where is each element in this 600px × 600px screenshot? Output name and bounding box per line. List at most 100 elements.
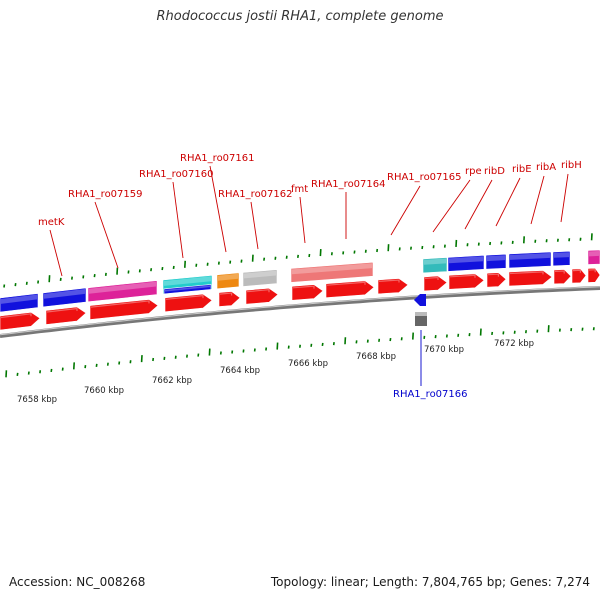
scale-label-7666: 7666 kbp (288, 359, 328, 369)
cds-arrow-gloss (424, 276, 439, 280)
gene-box-strip-gloss (165, 285, 210, 292)
topology-summary: Topology: linear; Length: 7,804,765 bp; … (270, 575, 590, 589)
reverse-gray-gene-gloss (415, 312, 427, 316)
scale-label-7662: 7662 kbp (152, 376, 192, 386)
reverse-blue-gene (414, 294, 426, 306)
cds-arrow-gloss (246, 289, 270, 293)
gene-box-gloss (218, 273, 238, 281)
scale-label-7670: 7670 kbp (424, 345, 464, 355)
cds-arrow (0, 311, 41, 331)
gene-box (0, 293, 39, 313)
cds-arrow-gloss (487, 273, 499, 277)
backbone-line (0, 286, 600, 338)
cds-arrow (448, 273, 485, 290)
scale-label-7660: 7660 kbp (84, 386, 124, 396)
accession-text: Accession: NC_008268 (9, 575, 146, 589)
cds-arrow (164, 293, 213, 313)
cds-arrow (423, 275, 448, 292)
leader-line (495, 177, 521, 227)
cds-arrow-gloss (46, 307, 78, 313)
gene-box-gloss (244, 270, 276, 279)
cds-arrow (377, 278, 409, 295)
cds-arrow-gloss (326, 281, 366, 286)
leader-line (209, 165, 227, 253)
cds-arrow-gloss (0, 313, 32, 319)
scale-label-7664: 7664 kbp (220, 366, 260, 376)
leader-line (390, 185, 421, 236)
gene-box (87, 280, 158, 303)
gene-label-ribH[interactable]: ribH (561, 160, 582, 171)
gene-box (485, 253, 507, 270)
leader-line (464, 179, 493, 230)
cds-arrow-gloss (572, 269, 582, 273)
cds-arrow (587, 267, 600, 283)
scale-label-7658: 7658 kbp (17, 395, 57, 405)
gene-box-gloss (449, 256, 483, 264)
leader-line (432, 179, 471, 233)
gene-box-gloss (424, 258, 446, 265)
gene-label-metK[interactable]: metK (38, 217, 65, 228)
gene-box-gloss (487, 255, 505, 262)
scale-label-7668: 7668 kbp (356, 352, 396, 362)
gene-box-gloss (510, 253, 550, 260)
gene-label-rpe[interactable]: rpe (465, 166, 482, 177)
leader-line (530, 175, 545, 225)
gene-box-strip (163, 284, 212, 295)
gene-box-gloss (292, 263, 372, 275)
leader-line (94, 201, 119, 269)
gene-label-RHA1_ro07164[interactable]: RHA1_ro07164 (311, 179, 386, 190)
cds-arrow (486, 272, 507, 288)
cds-arrow-gloss (588, 269, 596, 273)
gene-box-gloss (89, 281, 156, 294)
cds-arrow-gloss (509, 271, 544, 275)
gene-box-gloss (554, 252, 569, 258)
cds-arrow (218, 291, 241, 307)
cds-arrow (571, 268, 587, 284)
cds-arrow-gloss (554, 270, 565, 274)
leader-line (250, 201, 259, 250)
cds-arrow-gloss (219, 292, 233, 296)
cds-arrow-gloss (90, 300, 150, 308)
cds-arrow (45, 306, 87, 325)
tick-marks (3, 233, 595, 378)
cds-arrow-gloss (292, 285, 315, 289)
cds-arrow-gloss (165, 294, 204, 300)
scale-label-7672: 7672 kbp (494, 339, 534, 349)
leader-line (172, 181, 184, 259)
gene-box (290, 261, 374, 283)
cds-arrow (89, 299, 159, 320)
gene-features[interactable] (0, 249, 600, 331)
gene-box-gloss (44, 289, 85, 299)
gene-box (508, 251, 552, 269)
gene-label-RHA1_ro07161[interactable]: RHA1_ro07161 (180, 153, 255, 164)
gene-box (216, 272, 240, 290)
cds-arrow (325, 280, 375, 299)
cds-arrow-gloss (449, 274, 476, 278)
gene-label-RHA1_ro07160[interactable]: RHA1_ro07160 (139, 169, 214, 180)
gene-label-RHA1_ro07159[interactable]: RHA1_ro07159 (68, 189, 143, 200)
gene-box-gloss (589, 251, 599, 257)
genome-backbone (0, 286, 600, 338)
gene-box-gloss (164, 276, 211, 286)
gene-label-RHA1_ro07162[interactable]: RHA1_ro07162 (218, 189, 293, 200)
label-leaders (49, 165, 569, 386)
cds-arrow (508, 270, 553, 287)
gene-label-RHA1_ro07166[interactable]: RHA1_ro07166 (393, 389, 468, 400)
gene-box (552, 250, 571, 267)
backbone-highlight (0, 286, 600, 336)
gene-box (42, 287, 87, 308)
gene-box-gloss (1, 294, 37, 304)
gene-label-ribE[interactable]: ribE (512, 164, 532, 175)
gene-label-RHA1_ro07165[interactable]: RHA1_ro07165 (387, 172, 462, 183)
cds-arrow (553, 269, 572, 285)
gene-label-ribA[interactable]: ribA (536, 162, 556, 173)
gene-box (422, 257, 448, 274)
cds-arrow (291, 284, 324, 301)
gene-label-fmt[interactable]: fmt (291, 184, 308, 195)
cds-arrow (245, 287, 279, 305)
leader-line (560, 173, 569, 223)
map-title: Rhodococcus jostii RHA1, complete genome (156, 9, 444, 24)
gene-label-ribD[interactable]: ribD (484, 166, 505, 177)
gene-box (587, 249, 600, 265)
